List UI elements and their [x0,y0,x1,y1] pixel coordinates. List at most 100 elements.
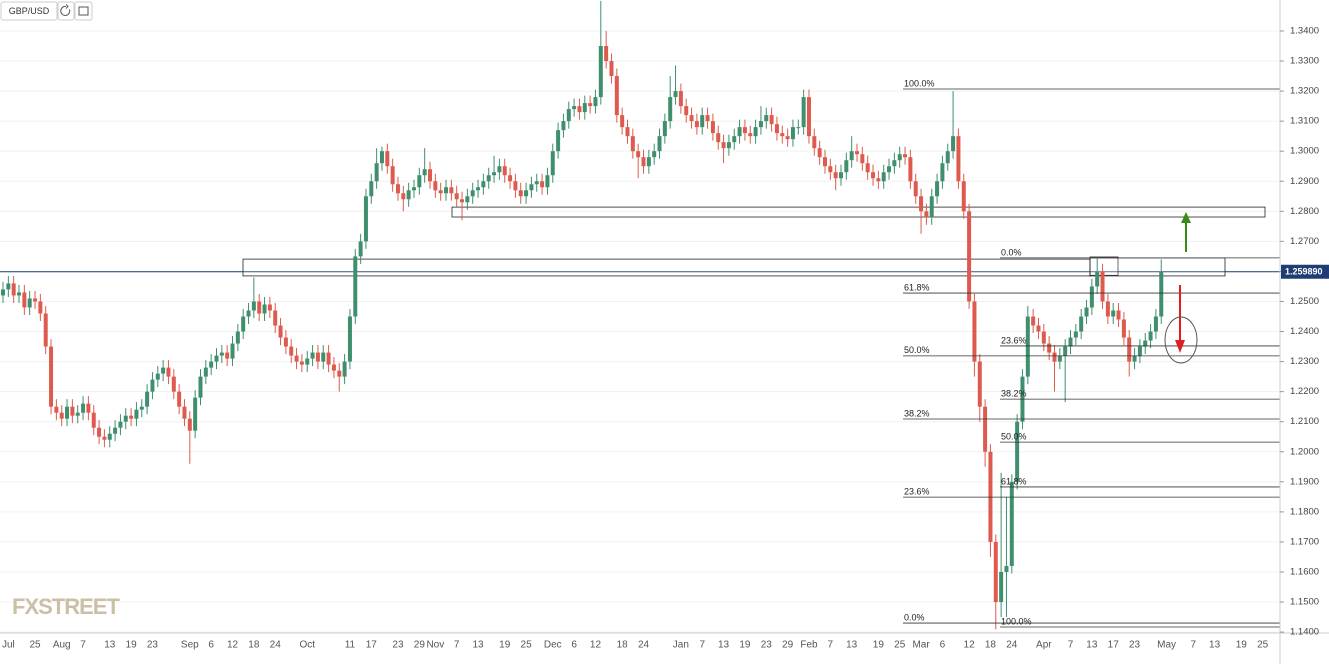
candle-body [913,181,918,197]
candle-body [790,127,795,140]
candle-body [657,136,662,152]
candle-body [379,151,384,164]
candle-body [251,301,256,311]
candle-body [145,391,150,407]
candle-body [737,127,742,137]
candle-body [753,127,758,137]
y-tick-label: 1.2500 [1290,296,1319,307]
candle-body [385,151,390,167]
x-tick-label: 13 [846,640,858,651]
candle-body [230,343,235,359]
x-tick-label: Nov [426,640,444,651]
candle-body [566,109,571,122]
candle-body [865,163,870,173]
candle-body [1159,271,1164,317]
candle-body [257,301,262,314]
candle-body [774,124,779,134]
symbol-button[interactable] [0,1,58,21]
candle-body [844,160,849,173]
candle-body [1063,346,1068,356]
candle-body [444,187,449,194]
x-tick-label: Apr [1036,640,1052,651]
candle-body [17,292,22,296]
candle-body [801,97,806,128]
candle-body [1105,301,1110,317]
refresh-icon [60,4,71,16]
refresh-button[interactable] [57,1,75,21]
y-tick-label: 1.2400 [1290,326,1319,337]
fib-label: 0.0% [1001,247,1022,257]
candle-body [481,181,486,188]
y-tick-label: 1.1700 [1290,536,1319,547]
x-tick-label: 6 [571,640,577,651]
candle-body [347,316,352,362]
y-tick-label: 1.1500 [1290,597,1319,608]
x-tick-label: 17 [366,640,378,651]
candle-body [716,133,721,143]
candle-body [769,115,774,125]
x-tick-label: 25 [894,640,906,651]
candle-body [764,115,769,122]
x-tick-label: 24 [1006,640,1018,651]
x-tick-label: 18 [248,640,260,651]
candle-body [593,97,598,107]
candle-body [1031,316,1036,326]
zones [242,206,1266,277]
candle-body [155,373,160,380]
x-tick-label: 6 [940,640,946,651]
candle-body [214,355,219,362]
candle-body [438,190,443,194]
candle-body [1025,316,1030,377]
candle-body [246,310,251,317]
x-tick-label: Jul [2,640,15,651]
candle-body [91,412,96,428]
candle-body [182,406,187,419]
y-tick-label: 1.1600 [1290,566,1319,577]
x-tick-label: 7 [1190,640,1196,651]
settings-button[interactable] [74,1,93,21]
x-tick-label: 7 [828,640,834,651]
candle-body [518,190,523,197]
candle-body [502,166,507,176]
candle-body [817,148,822,158]
candle-body [107,433,112,440]
candle-body [871,172,876,179]
y-tick-label: 1.2900 [1290,176,1319,187]
candle-body [177,391,182,407]
candle-body [838,172,843,179]
candle-body [86,403,91,413]
y-tick-label: 1.1400 [1290,627,1319,638]
candle-body [1143,340,1148,347]
candle-body [33,298,38,302]
candle-body [540,181,545,188]
y-tick-label: 1.3000 [1290,146,1319,157]
x-tick-label: 12 [964,640,976,651]
candle-body [497,166,502,173]
candle-body [6,283,11,290]
x-tick-label: 7 [699,640,705,651]
candle-body [993,541,998,603]
candle-body [235,331,240,344]
candle-body [935,181,940,197]
y-tick-label: 1.3200 [1290,86,1319,97]
x-tick-label: 24 [270,640,282,651]
candles [1,0,1164,630]
candle-body [465,196,470,203]
grid [0,30,1280,633]
candle-body [433,181,438,191]
down-arrow-head [1175,340,1185,353]
y-tick-label: 1.2200 [1290,386,1319,397]
candle-body [267,304,272,311]
candle-body [940,163,945,182]
candle-body [417,175,422,188]
candle-body [929,196,934,218]
candle-body [262,304,267,314]
candle-body [983,406,988,452]
x-tick-label: 17 [1108,640,1120,651]
candle-body [534,181,539,185]
fib-label: 38.2% [904,408,930,418]
x-tick-label: 12 [227,640,239,651]
candle-body [951,136,956,152]
candle-body [65,406,70,419]
